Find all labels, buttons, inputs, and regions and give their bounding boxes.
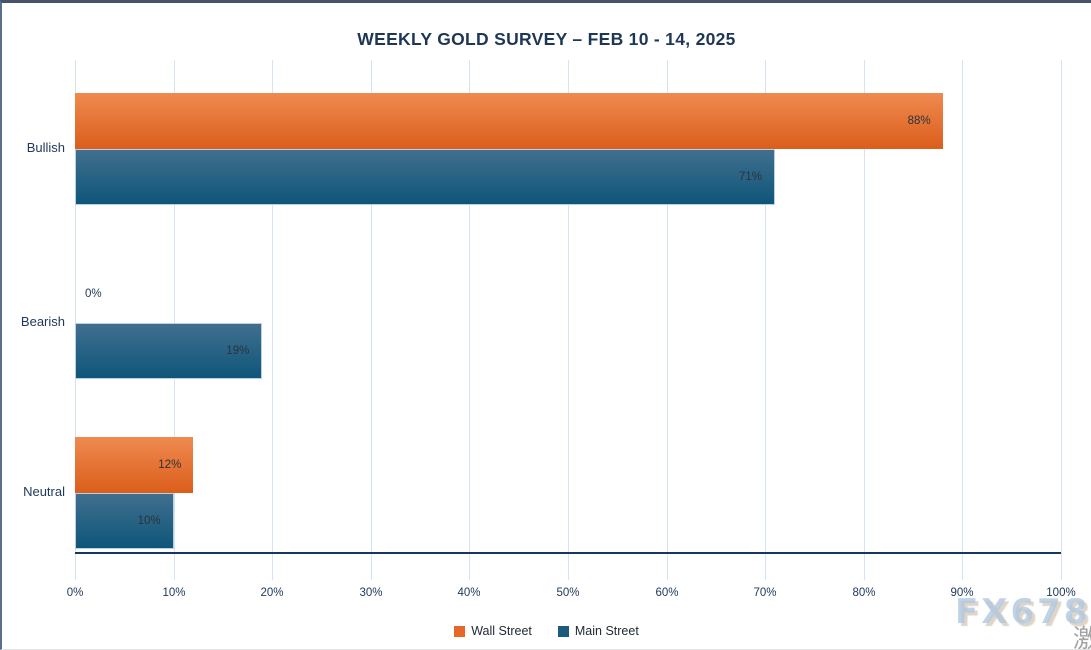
plot-area: 0% 10% 20% 30% 40% 50% 60% 70% 80% 90% 100% 88% 71% 0…	[67, 60, 1076, 599]
x-axis-tick-label: 10%	[162, 587, 186, 599]
axis-tick	[667, 553, 668, 580]
gridline	[864, 60, 865, 553]
bar-main-street: 10%	[75, 493, 174, 549]
gridline	[667, 60, 668, 553]
bar-main-street: 71%	[75, 149, 776, 205]
x-axis-tick-label: 60%	[655, 587, 679, 599]
gridline	[469, 60, 470, 553]
gridline	[371, 60, 372, 553]
legend: Wall Street Main Street	[2, 624, 1091, 638]
legend-label: Wall Street	[471, 624, 532, 638]
gridline	[174, 60, 175, 553]
gridline	[75, 60, 76, 553]
gridline	[1061, 60, 1062, 553]
x-axis-tick-label: 80%	[852, 587, 876, 599]
x-axis-tick-label: 0%	[66, 587, 84, 599]
axis-tick	[272, 553, 273, 580]
data-label: 10%	[137, 515, 161, 527]
x-axis-tick-label: 40%	[457, 587, 481, 599]
cjk-watermark: 激	[1073, 619, 1091, 649]
gridline	[765, 60, 766, 553]
main-street-swatch-icon	[557, 625, 569, 637]
axis-tick	[765, 553, 766, 580]
category-label: Bearish	[20, 314, 65, 329]
gridline	[962, 60, 963, 553]
category-label: Bullish	[26, 140, 65, 155]
legend-label: Main Street	[574, 624, 639, 638]
gridline	[272, 60, 273, 553]
axis-tick	[568, 553, 569, 580]
axis-tick	[962, 553, 963, 580]
axis-tick	[75, 553, 76, 580]
data-label: 0%	[85, 288, 102, 300]
axis-tick	[174, 553, 175, 580]
bar-main-street: 19%	[75, 323, 263, 379]
x-axis-tick-label: 50%	[556, 587, 580, 599]
data-label: 88%	[907, 115, 931, 127]
bar-wall-street: 12%	[75, 437, 194, 493]
x-axis-tick-label: 100%	[1046, 587, 1076, 599]
x-axis-tick-label: 30%	[359, 587, 383, 599]
axis-tick	[469, 553, 470, 580]
data-label: 19%	[226, 345, 250, 357]
x-axis-tick-label: 90%	[950, 587, 974, 599]
axis-tick	[371, 553, 372, 580]
bar-wall-street: 88%	[75, 93, 943, 149]
x-axis-tick-label: 70%	[753, 587, 777, 599]
category-label: Neutral	[23, 484, 65, 499]
fx678-watermark: FX678	[955, 592, 1091, 632]
legend-item-main-street: Main Street	[557, 624, 639, 638]
x-axis-line	[75, 552, 1061, 554]
gridline	[568, 60, 569, 553]
axis-tick	[1061, 553, 1062, 580]
axis-tick	[864, 553, 865, 580]
data-label: 71%	[739, 171, 763, 183]
legend-item-wall-street: Wall Street	[454, 624, 532, 638]
wall-street-swatch-icon	[454, 625, 466, 637]
chart-title: WEEKLY GOLD SURVEY – FEB 10 - 14, 2025	[357, 29, 736, 49]
data-label: 12%	[158, 459, 182, 471]
x-axis-tick-label: 20%	[260, 587, 284, 599]
